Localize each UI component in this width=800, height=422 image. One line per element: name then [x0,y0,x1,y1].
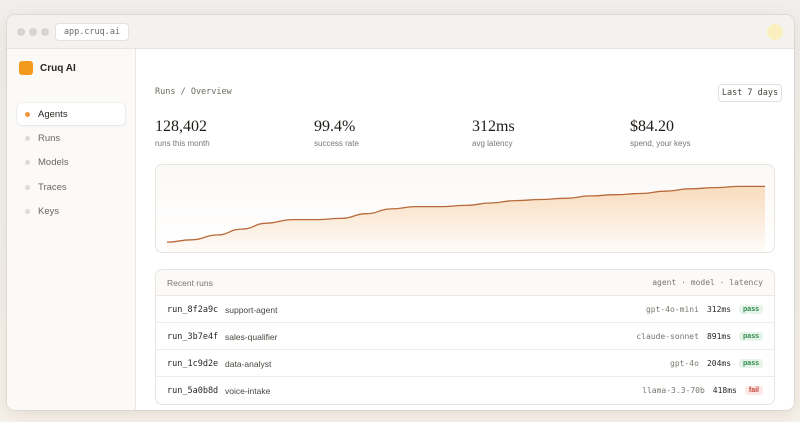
sidebar-item-label: Traces [38,181,67,193]
sidebar-item-label: Runs [38,132,61,144]
nav-dot-icon [25,208,30,214]
profile-avatar[interactable] [767,24,783,40]
table-row[interactable]: run_8f2a9c support-agent gpt-4o-mini 312… [156,296,774,323]
run-id: run_5a0b8d [167,386,219,396]
chart-series-line [166,185,765,243]
nav-dot-icon [25,111,30,117]
table-row[interactable]: run_3b7e4f sales-qualifier claude-sonnet… [156,323,774,350]
status-badge: pass [739,305,763,314]
stat-runs: 128,402 runs this month [155,117,305,148]
stat-avg-latency: 312ms avg latency [472,117,622,148]
brand-logo-icon [19,61,33,75]
browser-titlebar: app.cruq.ai [7,15,794,49]
stat-value: 128,402 [155,118,207,135]
sidebar-item-runs[interactable]: Runs [17,127,125,149]
stat-success-rate: 99.4% success rate [314,117,464,148]
window-zoom-dot-icon[interactable] [41,28,49,36]
brand: Cruq AI [19,61,76,75]
brand-name: Cruq AI [40,62,76,74]
table-row[interactable]: run_1c9d2e data-analyst gpt-4o 204ms pas… [156,350,774,377]
table-row[interactable]: run_5a0b8d voice-intake llama-3.3-70b 41… [156,377,774,404]
app-window: app.cruq.ai Cruq AI Agents Runs Models T… [7,15,794,410]
run-latency: 312ms [706,305,732,314]
nav-dot-icon [25,159,30,165]
sidebar-item-agents[interactable]: Agents [17,103,125,125]
run-agent: data-analyst [225,359,272,369]
window-close-dot-icon[interactable] [17,28,25,36]
status-badge: pass [739,359,763,368]
nav-dot-icon [25,184,30,190]
stat-spend: $84.20 spend, your keys [630,117,780,148]
run-agent: voice-intake [225,386,271,396]
sidebar-item-traces[interactable]: Traces [17,176,125,198]
run-model: llama-3.3-70b [642,386,705,395]
status-badge: fail [744,386,763,395]
run-model: claude-sonnet [636,332,699,341]
sidebar-item-keys[interactable]: Keys [17,200,125,222]
run-agent: sales-qualifier [225,332,278,342]
nav-dot-icon [25,135,30,141]
run-latency: 891ms [706,332,732,341]
run-latency: 418ms [712,386,737,395]
run-id: run_3b7e4f [167,332,219,342]
main-content: Runs / Overview Last 7 days 128,402 runs… [137,49,794,410]
window-minimize-dot-icon[interactable] [29,28,37,36]
stat-value: 312ms [472,118,515,135]
recent-runs-table: Recent runs agent · model · latency run_… [155,269,775,405]
table-title: Recent runs [167,278,213,288]
sidebar-item-models[interactable]: Models [17,151,125,173]
stat-label: avg latency [472,139,513,148]
run-agent: support-agent [225,305,278,315]
table-header: Recent runs agent · model · latency [156,270,774,296]
stat-value: $84.20 [630,118,674,135]
table-columns-label: agent · model · latency [652,278,763,287]
run-model: gpt-4o [670,359,699,368]
run-id: run_1c9d2e [167,359,219,369]
breadcrumb: Runs / Overview [155,87,232,97]
stat-label: runs this month [155,139,210,148]
sidebar-item-label: Models [38,156,69,168]
date-range-button[interactable]: Last 7 days [718,84,782,102]
runs-chart [155,164,775,253]
run-model: gpt-4o-mini [645,305,699,314]
runs-chart-svg [166,185,765,252]
run-latency: 204ms [706,359,732,368]
chart-area-fill [167,186,765,252]
sidebar-item-label: Agents [38,108,68,120]
run-id: run_8f2a9c [167,305,219,315]
status-badge: pass [739,332,763,341]
sidebar: Cruq AI Agents Runs Models Traces Keys [7,49,136,410]
stat-label: success rate [314,139,359,148]
stat-label: spend, your keys [630,139,691,148]
stat-value: 99.4% [314,118,356,135]
sidebar-item-label: Keys [38,205,60,217]
address-bar[interactable]: app.cruq.ai [55,23,129,41]
